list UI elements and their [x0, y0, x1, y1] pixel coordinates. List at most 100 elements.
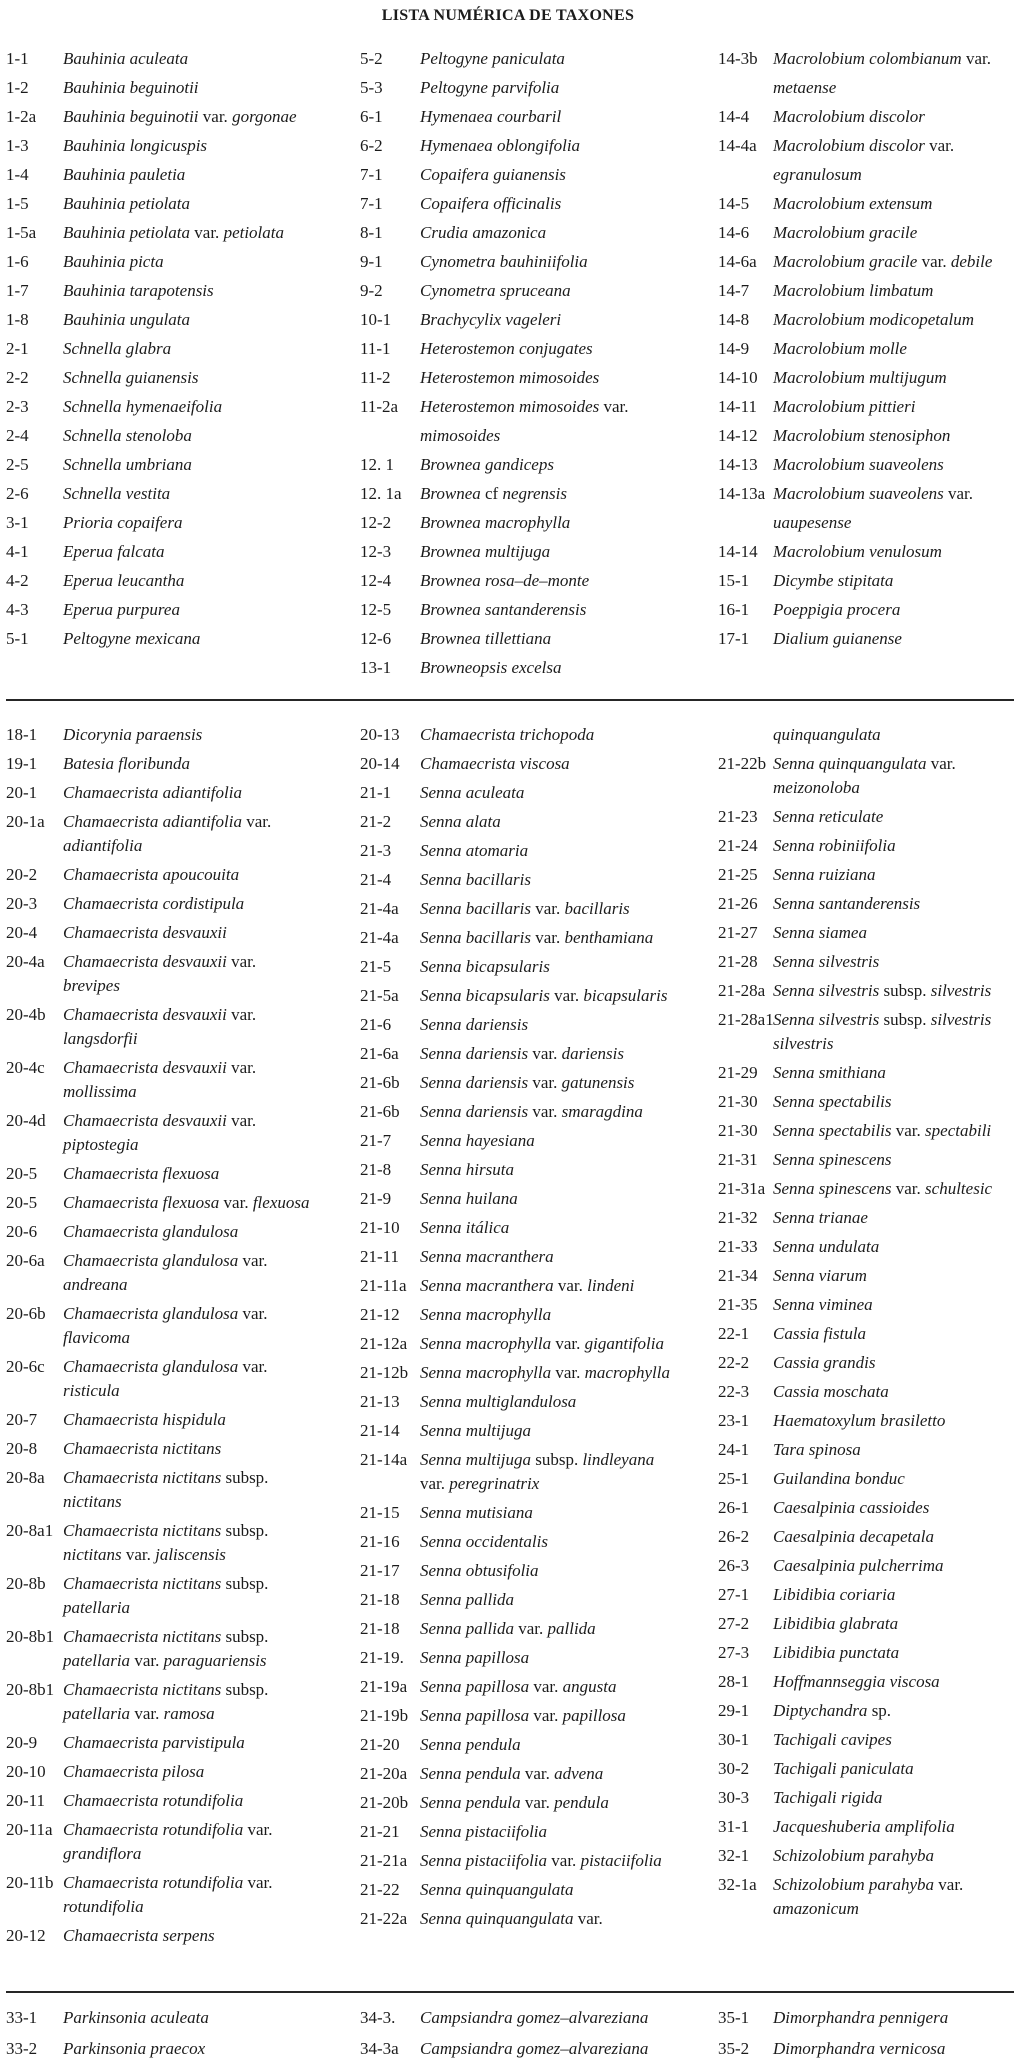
- taxon-name: Chamaecrista hispidula: [63, 1410, 226, 1429]
- taxon-entry: 21-12a Senna macrophylla var. gigantifoli…: [360, 1332, 712, 1356]
- taxon-name: Senna macrophylla var. gigantifolia: [420, 1334, 664, 1353]
- taxon-name: Bauhinia tarapotensis: [63, 281, 214, 300]
- taxon-code: 1-5a: [6, 223, 37, 242]
- taxon-entry: 4-3 Eperua purpurea: [6, 595, 358, 624]
- taxon-code: 1-5: [6, 194, 29, 213]
- taxon-entry: 35-2 Dimorphandra vernicosa: [718, 2037, 1016, 2061]
- section-1-column-1: 1-1 Bauhinia aculeata 1-2 Bauhinia beguinot…: [6, 44, 358, 653]
- taxon-name: Senna papillosa var. papillosa: [420, 1706, 626, 1725]
- taxon-name: Bauhinia pauletia: [63, 165, 186, 184]
- taxon-entry: 21-18 Senna pallida: [360, 1588, 712, 1612]
- taxon-entry: 2-1 Schnella glabra: [6, 334, 358, 363]
- taxon-code: 14-3b: [718, 49, 758, 68]
- taxon-code: 5-1: [6, 629, 29, 648]
- taxon-entry: 21-9 Senna huilana: [360, 1187, 712, 1211]
- taxon-code: 26-2: [718, 1527, 750, 1546]
- taxon-name: Senna macrophylla var. macrophylla: [420, 1363, 670, 1382]
- taxon-entry: 20-9 Chamaecrista parvistipula: [6, 1731, 358, 1755]
- taxon-entry: 14-6a Macrolobium gracile var. debile: [718, 247, 1016, 276]
- taxon-name: Senna quinquangulata var. meizonoloba: [773, 754, 956, 797]
- taxon-name: Senna quinquangulata var.: [420, 1909, 603, 1928]
- taxon-code: 1-1: [6, 49, 29, 68]
- taxon-name: Senna huilana: [420, 1189, 518, 1208]
- taxon-entry: 1-2a Bauhinia beguinotii var. gorgonae: [6, 102, 358, 131]
- taxon-name: Macrolobium molle: [773, 339, 907, 358]
- taxon-entry: 20-8 Chamaecrista nictitans: [6, 1437, 358, 1461]
- taxon-name: Chamaecrista desvauxii var. langsdorfii: [63, 1005, 257, 1048]
- taxon-code: 15-1: [718, 571, 750, 590]
- taxon-entry: 12. 1a Brownea cf negrensis: [360, 479, 712, 508]
- taxon-name: Macrolobium multijugum: [773, 368, 947, 387]
- taxon-code: 14-9: [718, 339, 750, 358]
- section-2-column-2: 20-13 Chamaecrista trichopoda 20-14 Chamaec…: [360, 723, 712, 1936]
- taxon-name: Senna atomaria: [420, 841, 529, 860]
- taxon-entry: 1-5 Bauhinia petiolata: [6, 189, 358, 218]
- taxon-code: 21-17: [360, 1561, 400, 1580]
- taxon-name: Prioria copaifera: [63, 513, 183, 532]
- taxon-name: Peltogyne paniculata: [420, 49, 565, 68]
- taxon-name: Senna spectabilis var. spectabili: [773, 1121, 992, 1140]
- taxon-code: 35-1: [718, 2008, 750, 2027]
- taxon-name: Senna multiglandulosa: [420, 1392, 577, 1411]
- taxon-name: Chamaecrista nictitans subsp. patellaria …: [63, 1680, 269, 1723]
- taxon-entry: 21-17 Senna obtusifolia: [360, 1559, 712, 1583]
- taxon-code: 7-1: [360, 165, 383, 184]
- taxon-entry: 21-16 Senna occidentalis: [360, 1530, 712, 1554]
- taxon-name: Tachigali paniculata: [773, 1759, 914, 1778]
- taxon-entry: 2-2 Schnella guianensis: [6, 363, 358, 392]
- taxon-name: Dimorphandra pennigera: [773, 2008, 949, 2027]
- taxon-entry: 10-1 Brachycylix vageleri: [360, 305, 712, 334]
- taxon-code: 21-28a1: [718, 1010, 774, 1029]
- taxon-entry: 20-3 Chamaecrista cordistipula: [6, 892, 358, 916]
- taxon-entry: 21-20a Senna pendula var. advena: [360, 1762, 712, 1786]
- taxon-code: 16-1: [718, 600, 750, 619]
- taxon-code: 14-11: [718, 397, 758, 416]
- taxon-name: Senna hirsuta: [420, 1160, 514, 1179]
- taxon-name: Senna dariensis var. smaragdina: [420, 1102, 643, 1121]
- taxon-name: Schnella umbriana: [63, 455, 192, 474]
- taxon-name: Cassia fistula: [773, 1324, 867, 1343]
- taxon-entry: 21-19a Senna papillosa var. angusta: [360, 1675, 712, 1699]
- taxon-name: Senna quinquangulata: [420, 1880, 574, 1899]
- taxon-code: 25-1: [718, 1469, 750, 1488]
- taxon-entry: 20-1 Chamaecrista adiantifolia: [6, 781, 358, 805]
- taxon-code: 30-1: [718, 1730, 750, 1749]
- taxon-code: 21-2: [360, 812, 392, 831]
- taxon-name: Senna pendula var. pendula: [420, 1793, 609, 1812]
- taxon-entry: 13-1 Browneopsis excelsa: [360, 653, 712, 682]
- taxon-code: 21-18: [360, 1619, 400, 1638]
- taxon-entry: 21-4a Senna bacillaris var. benthamiana: [360, 926, 712, 950]
- taxon-entry: 2-4 Schnella stenoloba: [6, 421, 358, 450]
- taxon-code: 18-1: [6, 725, 38, 744]
- taxon-code: 20-4b: [6, 1005, 46, 1024]
- taxon-entry: 14-4 Macrolobium discolor: [718, 102, 1016, 131]
- taxon-code: 14-7: [718, 281, 750, 300]
- taxon-entry: 32-1 Schizolobium parahyba: [718, 1844, 1016, 1868]
- taxon-code: 12-2: [360, 513, 392, 532]
- taxon-code: 21-6a: [360, 1044, 399, 1063]
- taxon-name: Macrolobium suaveolens: [773, 455, 944, 474]
- taxon-code: 20-1: [6, 783, 38, 802]
- taxon-entry: 1-4 Bauhinia pauletia: [6, 160, 358, 189]
- taxon-code: 6-2: [360, 136, 383, 155]
- taxon-entry: 20-4 Chamaecrista desvauxii: [6, 921, 358, 945]
- taxon-code: 33-2: [6, 2039, 38, 2058]
- taxon-name: Copaifera guianensis: [420, 165, 566, 184]
- taxon-code: 34-3.: [360, 2008, 396, 2027]
- taxon-entry: 20-6b Chamaecrista glandulosa var. flavico…: [6, 1302, 358, 1350]
- taxon-name: Macrolobium modicopetalum: [773, 310, 974, 329]
- taxon-code: 20-4: [6, 923, 38, 942]
- taxon-name: Senna spectabilis: [773, 1092, 892, 1111]
- taxon-entry: 20-10 Chamaecrista pilosa: [6, 1760, 358, 1784]
- taxon-entry: 1-5a Bauhinia petiolata var. petiolata: [6, 218, 358, 247]
- taxon-entry: 33-1 Parkinsonia aculeata: [6, 2006, 358, 2030]
- taxon-name: Chamaecrista serpens: [63, 1926, 215, 1945]
- taxon-entry: 11-1 Heterostemon conjugates: [360, 334, 712, 363]
- taxon-name: Senna trianae: [773, 1208, 868, 1227]
- taxon-name: Chamaecrista nictitans: [63, 1439, 222, 1458]
- taxon-code: 1-2: [6, 78, 29, 97]
- taxon-name: Macrolobium colombianum var. metaense: [773, 49, 991, 97]
- taxon-code: 14-10: [718, 368, 758, 387]
- taxon-entry: 26-3 Caesalpinia pulcherrima: [718, 1554, 1016, 1578]
- taxon-code: 24-1: [718, 1440, 750, 1459]
